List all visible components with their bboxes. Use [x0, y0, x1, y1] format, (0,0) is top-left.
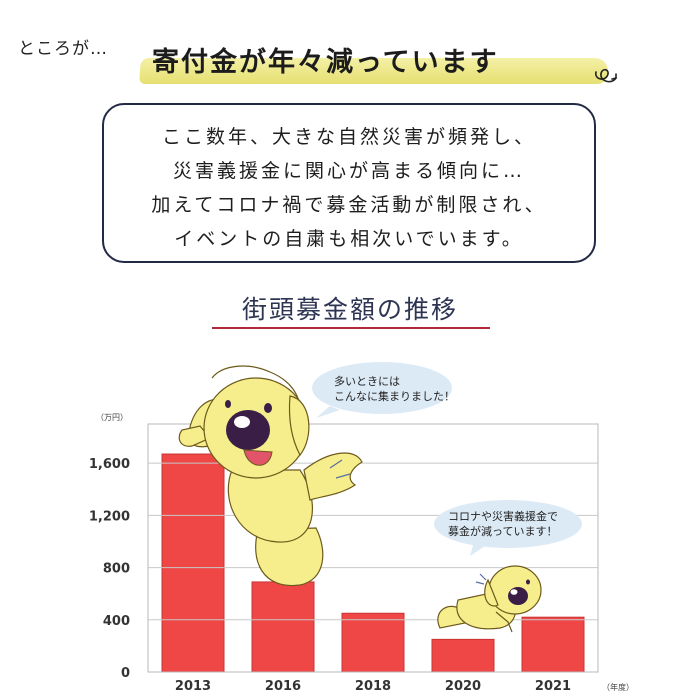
annotation-text: 募金が減っています！	[448, 524, 557, 538]
headline: 寄付金が年々減っています	[139, 36, 610, 88]
chart-title: 街頭募金額の推移	[241, 295, 458, 324]
speech-bubble-shape	[312, 362, 452, 414]
bar-2021	[521, 616, 585, 673]
x-tick-label: 2016	[265, 679, 301, 694]
speech-bubble-tail	[316, 406, 340, 418]
bar-2018	[341, 612, 405, 673]
message-line-2: 災害義援金に関心が高まる傾向に…	[172, 160, 525, 182]
message-line-1: ここ数年、大きな自然災害が頻発し、	[161, 126, 536, 148]
x-tick-label: 2018	[355, 679, 391, 694]
message-line-3: 加えてコロナ禍で募金活動が制限され、	[151, 194, 547, 216]
x-tick-label: 2020	[445, 679, 481, 694]
y-tick-label: 800	[103, 562, 130, 577]
y-tick-label: 1,200	[89, 509, 130, 524]
chart-title-underline	[212, 327, 490, 329]
annotation-text: 多いときには	[334, 374, 400, 388]
dog-mascot-large-icon	[178, 365, 363, 587]
y-tick-label: 0	[121, 666, 130, 681]
dog-mascot-small-icon	[437, 565, 542, 633]
message-box: ここ数年、大きな自然災害が頻発し、 災害義援金に関心が高まる傾向に… 加えてコロ…	[102, 103, 596, 263]
lead-text: ところが…	[18, 39, 108, 59]
x-unit-label: （年度）	[602, 682, 634, 692]
x-tick-label: 2013	[175, 679, 211, 694]
x-tick-label: 2021	[535, 679, 571, 694]
y-tick-label: 1,600	[89, 457, 130, 472]
y-unit-label: （万円）	[96, 413, 128, 422]
bar-2020	[431, 638, 495, 673]
annotation-text: こんなに集まりました！	[334, 389, 455, 403]
speech-bubble-shape	[434, 500, 582, 548]
squiggle-arrow-icon	[595, 68, 617, 83]
plot-frame	[147, 423, 599, 673]
annotation-text: コロナや災害義援金で	[448, 509, 558, 523]
bar-2013	[161, 453, 225, 673]
headline-text: 寄付金が年々減っています	[152, 47, 499, 78]
message-line-4: イベントの自粛も相次いでいます。	[174, 228, 524, 250]
y-tick-label: 400	[103, 614, 130, 629]
bar-2016	[251, 581, 315, 673]
